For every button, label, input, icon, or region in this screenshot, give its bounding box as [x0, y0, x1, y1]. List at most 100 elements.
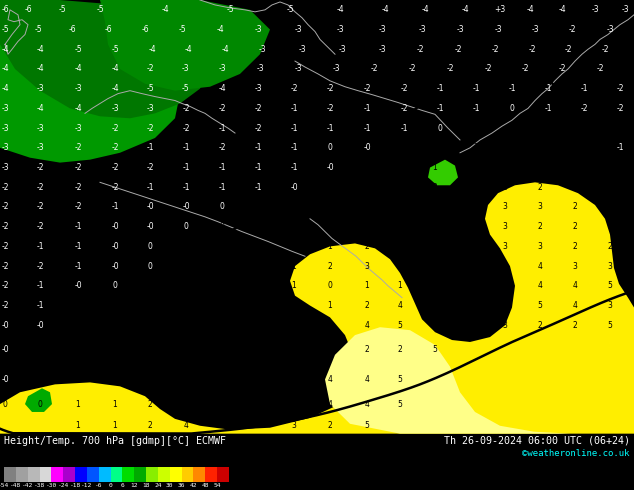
Text: 4: 4	[184, 345, 188, 354]
Text: 2: 2	[219, 399, 224, 409]
Text: 3: 3	[467, 202, 472, 212]
Text: 2: 2	[365, 345, 370, 354]
Text: 1: 1	[256, 242, 261, 251]
Text: -2: -2	[111, 123, 119, 133]
Text: -0: -0	[1, 375, 9, 384]
Text: -2: -2	[446, 65, 454, 74]
Text: 2: 2	[432, 281, 437, 290]
Text: 1: 1	[292, 242, 296, 251]
Text: 0: 0	[510, 104, 514, 113]
Text: -1: -1	[544, 104, 552, 113]
Text: -1: -1	[36, 301, 44, 310]
Text: 2: 2	[328, 421, 332, 430]
Text: -1: -1	[218, 183, 226, 192]
Text: 0: 0	[328, 281, 332, 290]
Text: -3: -3	[218, 65, 226, 74]
Text: -0: -0	[146, 222, 154, 231]
Text: 6: 6	[120, 483, 124, 488]
Text: 5: 5	[538, 301, 543, 310]
Text: 3: 3	[503, 321, 507, 330]
Text: -38: -38	[34, 483, 45, 488]
Text: -1: -1	[290, 163, 298, 172]
Text: 3: 3	[607, 301, 612, 310]
Bar	[16, 466, 28, 482]
Bar	[134, 466, 146, 482]
Text: 3: 3	[398, 242, 403, 251]
Text: -3: -3	[74, 84, 82, 93]
Text: 4: 4	[467, 262, 472, 270]
Text: 2: 2	[573, 222, 578, 231]
Text: 0: 0	[184, 242, 188, 251]
Text: -0: -0	[182, 202, 190, 212]
Text: -6: -6	[24, 5, 32, 14]
Text: 2: 2	[607, 242, 612, 251]
Text: 2: 2	[148, 345, 152, 354]
Text: -2: -2	[370, 65, 378, 74]
Text: -1: -1	[254, 183, 262, 192]
Text: 1: 1	[401, 144, 406, 152]
Text: -3: -3	[36, 84, 44, 93]
Text: 1: 1	[292, 301, 296, 310]
Text: Height/Temp. 700 hPa [gdmp][°C] ECMWF: Height/Temp. 700 hPa [gdmp][°C] ECMWF	[4, 436, 226, 445]
Text: 4: 4	[365, 399, 370, 409]
Text: 1: 1	[113, 399, 117, 409]
Text: 4: 4	[328, 399, 332, 409]
Text: -4: -4	[558, 5, 566, 14]
Text: -2: -2	[111, 163, 119, 172]
Text: -4: -4	[336, 5, 344, 14]
Text: 1: 1	[256, 222, 261, 231]
Text: 5: 5	[432, 345, 437, 354]
Text: -54: -54	[0, 483, 10, 488]
Text: -0: -0	[111, 222, 119, 231]
Text: 1: 1	[328, 242, 332, 251]
Text: 0: 0	[219, 242, 224, 251]
Text: -2: -2	[1, 202, 9, 212]
Text: -4: -4	[74, 104, 82, 113]
Text: 0: 0	[37, 345, 42, 354]
Text: -1: -1	[363, 104, 371, 113]
Polygon shape	[0, 0, 210, 118]
Text: 1: 1	[468, 163, 472, 172]
Text: -1: -1	[290, 104, 298, 113]
Text: -3: -3	[336, 25, 344, 34]
Text: -5: -5	[1, 25, 9, 34]
Bar	[99, 466, 110, 482]
Text: 1: 1	[148, 301, 152, 310]
Text: -3: -3	[378, 45, 386, 54]
Text: 2: 2	[573, 242, 578, 251]
Bar	[205, 466, 217, 482]
Text: -2: -2	[146, 123, 154, 133]
Text: -1: -1	[400, 123, 408, 133]
Text: -4: -4	[421, 5, 429, 14]
Text: 2: 2	[398, 222, 403, 231]
Text: 4: 4	[365, 375, 370, 384]
Bar	[75, 466, 87, 482]
Text: -1: -1	[290, 123, 298, 133]
Text: 3: 3	[573, 262, 578, 270]
Text: -0: -0	[36, 321, 44, 330]
Text: 0: 0	[219, 202, 224, 212]
Text: 4: 4	[503, 301, 507, 310]
Text: -3: -3	[1, 163, 9, 172]
Text: -4: -4	[1, 45, 9, 54]
Text: -3: -3	[494, 25, 502, 34]
Text: -2: -2	[408, 65, 416, 74]
Text: 2: 2	[292, 222, 296, 231]
Text: 3: 3	[432, 222, 437, 231]
Text: 4: 4	[432, 262, 437, 270]
Text: 0: 0	[256, 202, 261, 212]
Text: -1: -1	[146, 144, 154, 152]
Text: -3: -3	[332, 65, 340, 74]
Text: 1: 1	[607, 202, 612, 212]
Text: -1: -1	[327, 123, 333, 133]
Text: -4: -4	[111, 65, 119, 74]
Text: -1: -1	[290, 144, 298, 152]
Bar	[39, 466, 51, 482]
Text: 0: 0	[184, 262, 188, 270]
Text: 1: 1	[328, 183, 332, 192]
Text: -1: -1	[616, 144, 624, 152]
Text: -1: -1	[182, 163, 190, 172]
Text: 1: 1	[219, 262, 224, 270]
Text: -4: -4	[161, 5, 169, 14]
Text: -6: -6	[104, 25, 112, 34]
